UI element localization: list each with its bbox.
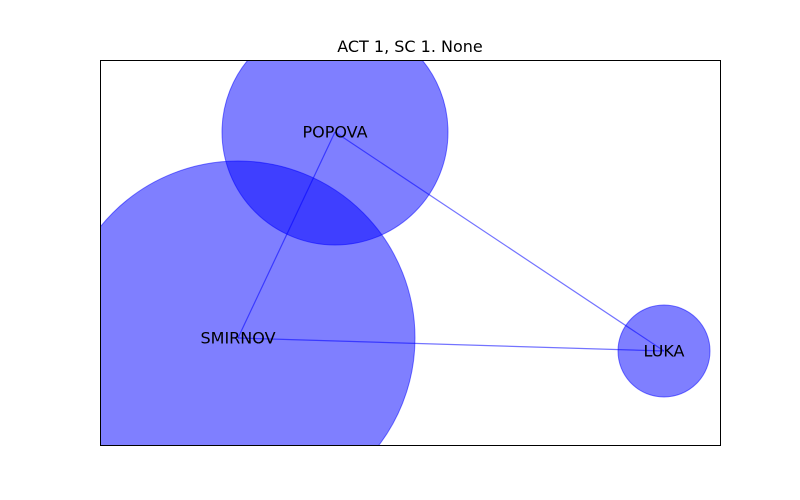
labels-layer: POPOVA SMIRNOV LUKA	[200, 123, 684, 361]
node-label-luka: LUKA	[644, 342, 685, 361]
edge-popova-luka	[334, 131, 665, 352]
edges-layer	[237, 131, 665, 352]
edge-popova-smirnov	[237, 131, 336, 339]
plot-area: POPOVA SMIRNOV LUKA	[100, 60, 711, 445]
edge-smirnov-luka	[237, 337, 665, 352]
nodes-layer	[100, 60, 711, 445]
axes-frame	[100, 60, 721, 446]
figure-title: ACT 1, SC 1. None	[337, 37, 483, 56]
node-label-smirnov: SMIRNOV	[200, 329, 275, 348]
node-label-popova: POPOVA	[302, 123, 367, 142]
node-circle-smirnov	[100, 160, 416, 445]
